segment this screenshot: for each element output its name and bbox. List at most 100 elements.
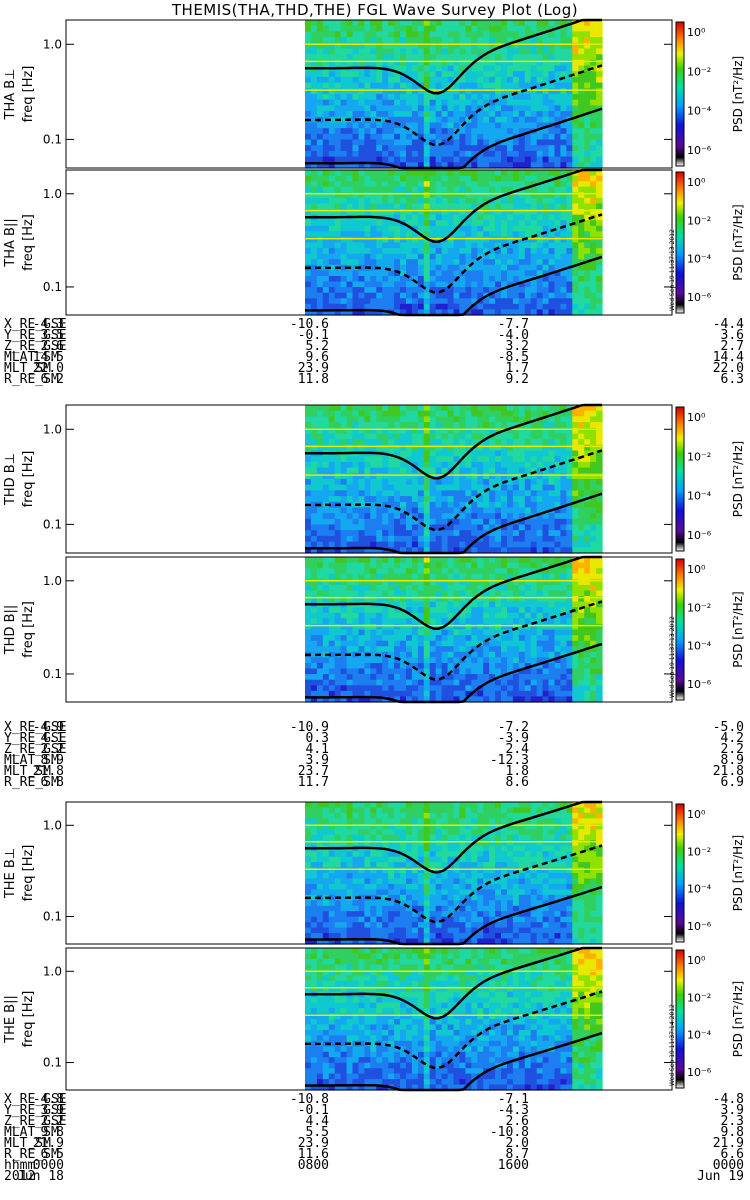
spectrogram-cell bbox=[441, 456, 449, 463]
spectrogram-cell bbox=[507, 231, 514, 238]
spectrogram-cell bbox=[388, 690, 395, 697]
spectrogram-cell bbox=[382, 513, 389, 520]
spectrogram-cell bbox=[417, 461, 425, 469]
spectrogram-cell bbox=[334, 618, 342, 625]
spectrogram-cell bbox=[346, 490, 354, 497]
spectrogram-cell bbox=[447, 674, 455, 681]
spectrogram-cell bbox=[322, 484, 330, 491]
spectrogram-cell bbox=[489, 450, 496, 457]
spectrogram-cell bbox=[507, 133, 514, 141]
spectrogram-cell bbox=[495, 410, 502, 417]
spectrogram-cell bbox=[370, 287, 377, 294]
spectrogram-cell bbox=[322, 590, 330, 597]
spectrogram-cell bbox=[524, 25, 532, 32]
spectrogram-cell bbox=[447, 496, 455, 503]
spectrogram-cell bbox=[316, 59, 324, 67]
spectrogram-cell bbox=[370, 170, 377, 177]
spectrogram-cell bbox=[524, 535, 532, 543]
spectrogram-cell bbox=[560, 287, 567, 294]
spectrogram-cell bbox=[352, 496, 359, 503]
spectrogram-cell bbox=[334, 524, 342, 531]
spectrogram-cell bbox=[388, 214, 395, 221]
spectrogram-cell bbox=[364, 175, 371, 182]
spectrogram-cell bbox=[530, 122, 538, 129]
spectrogram-cell bbox=[322, 674, 330, 681]
spectrogram-cell bbox=[542, 270, 550, 277]
spectrogram-cell bbox=[524, 225, 532, 232]
spectrogram-cell bbox=[376, 690, 383, 697]
spectrogram-cell bbox=[334, 231, 342, 238]
spectrogram-cell bbox=[435, 270, 443, 277]
spectrogram-cell bbox=[512, 192, 520, 199]
spectrogram-cell bbox=[382, 292, 389, 299]
spectrogram-cell bbox=[346, 467, 354, 474]
spectrogram-cell bbox=[376, 607, 383, 614]
spectrogram-cell bbox=[524, 456, 532, 463]
spectrogram-cell bbox=[501, 197, 508, 205]
spectrogram-cell bbox=[584, 309, 591, 316]
spectrogram-cell bbox=[328, 568, 336, 575]
spectrogram-cell bbox=[590, 99, 597, 106]
spectrogram-cell bbox=[406, 54, 413, 61]
spectrogram-cell bbox=[376, 186, 383, 193]
spectrogram-cell bbox=[530, 225, 538, 232]
spectrogram-cell bbox=[542, 59, 550, 67]
spectrogram-cell bbox=[566, 444, 573, 452]
spectrogram-cell bbox=[310, 236, 318, 244]
spectrogram-cell bbox=[328, 156, 336, 163]
spectrogram-cell bbox=[417, 584, 425, 592]
spectrogram-cell bbox=[352, 276, 359, 283]
spectrogram-cell bbox=[536, 456, 544, 463]
spectrogram-cell bbox=[417, 524, 425, 531]
spectrogram-cell bbox=[548, 287, 555, 294]
spectrogram-cell bbox=[501, 518, 508, 526]
spectrogram-cell bbox=[334, 37, 342, 44]
spectrogram-cell bbox=[322, 170, 330, 177]
spectrogram-cell bbox=[400, 105, 407, 112]
spectrogram-cell bbox=[507, 668, 514, 675]
spectrogram-cell bbox=[358, 507, 365, 514]
spectrogram-cell bbox=[388, 242, 395, 249]
spectrogram-cell bbox=[465, 59, 472, 67]
spectrogram-cell bbox=[310, 48, 318, 55]
spectrogram-cell bbox=[423, 490, 431, 497]
spectrogram-cell bbox=[423, 530, 431, 537]
spectrogram-cell bbox=[411, 433, 419, 440]
spectrogram-cell bbox=[459, 518, 466, 526]
spectrogram-cell bbox=[495, 651, 502, 658]
spectrogram-cell bbox=[536, 496, 544, 503]
spectrogram-cell bbox=[394, 259, 401, 266]
spectrogram-cell bbox=[364, 253, 371, 260]
spectrogram-cell bbox=[310, 490, 318, 497]
spectrogram-cell bbox=[441, 287, 449, 294]
spectrogram-cell bbox=[411, 496, 419, 503]
spectrogram-cell bbox=[524, 518, 532, 526]
spectrogram-cell bbox=[406, 607, 413, 614]
spectrogram-cell bbox=[352, 197, 359, 205]
spectrogram-cell bbox=[340, 139, 348, 146]
spectrogram-cell bbox=[429, 696, 437, 703]
spectrogram-cell bbox=[524, 48, 532, 55]
spectrogram-cell bbox=[370, 690, 377, 697]
spectrogram-cell bbox=[352, 473, 359, 480]
spectrogram-cell bbox=[411, 42, 419, 50]
spectrogram-cell bbox=[548, 65, 555, 72]
spectrogram-cell bbox=[316, 573, 324, 580]
spectrogram-cell bbox=[382, 405, 389, 412]
spectrogram-cell bbox=[447, 663, 455, 670]
spectrogram-cell bbox=[536, 197, 544, 205]
spectrogram-cell bbox=[394, 557, 401, 564]
spectrogram-cell bbox=[364, 530, 371, 537]
spectrogram-cell bbox=[417, 557, 425, 564]
spectrogram-cell bbox=[382, 128, 389, 135]
spectrogram-cell bbox=[411, 507, 419, 514]
spectrogram-cell bbox=[411, 524, 419, 531]
spectrogram-cell bbox=[423, 242, 431, 249]
spectrogram-cell bbox=[560, 433, 567, 440]
spectrogram-cell bbox=[518, 145, 526, 152]
spectrogram-cell bbox=[471, 82, 478, 89]
spectrogram-cell bbox=[572, 547, 579, 554]
spectrogram-cell bbox=[536, 128, 544, 135]
spectrogram-cell bbox=[566, 162, 573, 169]
spectrogram-cell bbox=[316, 405, 324, 412]
